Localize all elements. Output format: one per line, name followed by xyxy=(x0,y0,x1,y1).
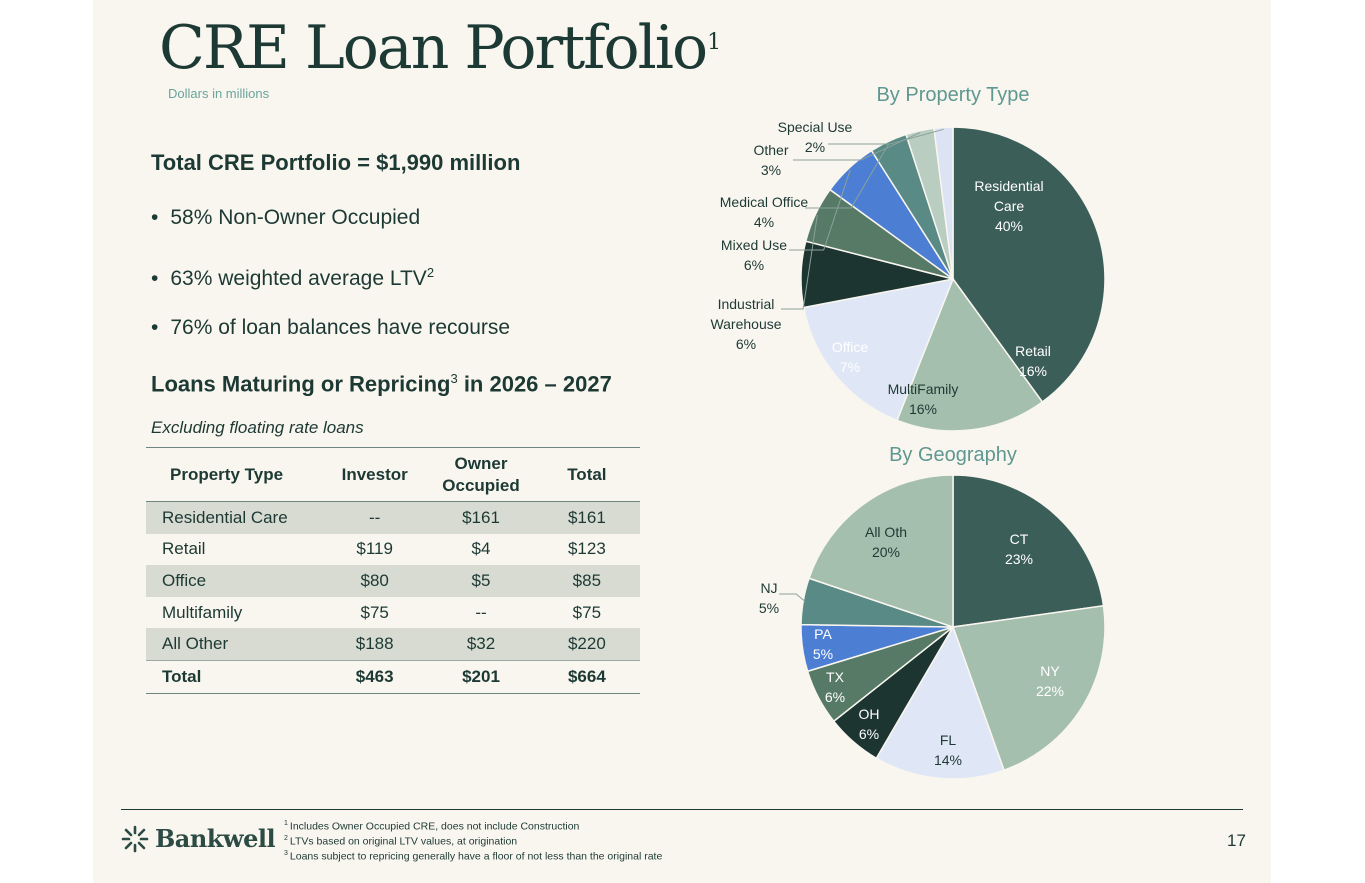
brand-name: Bankwell xyxy=(155,824,276,853)
table-cell: $188 xyxy=(321,628,429,661)
table-cell: All Other xyxy=(146,628,322,661)
slice-label-fl: FL 14% xyxy=(934,732,962,768)
column-header-property-type: Property Type xyxy=(146,447,322,502)
table-row: All Other $188 $32 $220 xyxy=(146,628,640,661)
leader-line-medical-office xyxy=(805,143,890,209)
by-property-type-chart-title: By Property Type xyxy=(876,84,1029,106)
footnotes: 1 Includes Owner Occupied CRE, does not i… xyxy=(284,818,662,863)
slice-label-tx: TX 6% xyxy=(825,669,845,705)
slice-label-retail: Retail 16% xyxy=(1015,343,1051,379)
table-cell: $664 xyxy=(533,659,640,694)
leader-line-other xyxy=(793,132,921,161)
footnote-2: 2 LTVs based on original LTV values, at o… xyxy=(284,835,518,848)
table-cell: $220 xyxy=(533,628,640,661)
table-cell: Office xyxy=(146,565,322,597)
pie-slice-retail xyxy=(896,277,1044,432)
bullet-non-owner-occupied: 58% Non-Owner Occupied xyxy=(151,204,510,259)
bullet-weighted-ltv: 63% weighted average LTV2 xyxy=(151,259,510,314)
table-cell: $85 xyxy=(533,565,640,597)
footnote-3: 3 Loans subject to repricing generally ha… xyxy=(284,850,663,863)
table-cell: $161 xyxy=(428,501,534,534)
page-number: 17 xyxy=(1227,831,1246,850)
by-geography-chart-title: By Geography xyxy=(889,444,1017,466)
column-header-investor: Investor xyxy=(321,447,429,502)
table-cell: Residential Care xyxy=(146,501,322,534)
summary-bullets: 58% Non-Owner Occupied 63% weighted aver… xyxy=(151,204,510,369)
portfolio-total-headline: Total CRE Portfolio = $1,990 million xyxy=(151,150,521,175)
leader-line-special-use xyxy=(828,128,944,145)
slice-label-nj: NJ 5% xyxy=(759,580,779,616)
table-cell: $201 xyxy=(428,659,534,694)
slide: CRE Loan Portfolio1 Dollars in millions … xyxy=(93,0,1271,883)
slice-label-industrial-warehouse: Industrial Warehouse 6% xyxy=(710,296,781,352)
table-cell: $123 xyxy=(567,539,606,559)
slice-label-oh: OH 6% xyxy=(859,706,880,742)
table-cell: Retail xyxy=(162,539,206,559)
table-cell: -- xyxy=(321,501,429,534)
slice-label-ny: NY 22% xyxy=(1036,663,1064,699)
table-cell: $5 xyxy=(428,565,534,597)
slice-label-pa: PA 5% xyxy=(813,626,833,662)
ltv-footnote-marker: 2 xyxy=(426,265,435,280)
slice-label-all-oth: All Oth 20% xyxy=(865,524,907,560)
maturing-note: Excluding floating rate loans xyxy=(151,418,364,437)
pie-slice-ny xyxy=(951,604,1106,772)
slice-label-medical-office: Medical Office 4% xyxy=(720,194,809,230)
slice-label-ct: CT 23% xyxy=(1005,531,1033,567)
slice-label-office: Office 7% xyxy=(832,339,869,375)
by-geography-pie-chart: By Geography CT 23% NY 22% FL 14% OH 6% TX 6% PA 5% N… xyxy=(759,444,1106,780)
page-title: CRE Loan Portfolio1 xyxy=(159,13,722,83)
table-row: Retail $119 $4 $123 xyxy=(146,534,640,566)
maturing-loans-table: Property Type Investor Owner Occupied To… xyxy=(146,447,640,694)
pie-slice-fl xyxy=(875,625,1005,780)
table-cell: -- xyxy=(475,602,487,622)
repricing-footnote-marker: 3 xyxy=(450,371,458,386)
column-header-owner-occupied: Owner Occupied xyxy=(428,447,534,502)
table-row: Multifamily $75 -- $75 xyxy=(146,597,640,629)
footer-divider xyxy=(121,809,1243,810)
bullet-recourse: 76% of loan balances have recourse xyxy=(151,314,510,369)
table-header-row: Property Type Investor Owner Occupied To… xyxy=(146,447,640,502)
maturing-headline: Loans Maturing or Repricing3 in 2026 – 2… xyxy=(151,371,612,397)
table-row: Residential Care -- $161 $161 xyxy=(146,501,640,534)
pie-slice-multifamily xyxy=(802,278,955,422)
leader-line-industrial-warehouse xyxy=(781,215,818,310)
table-cell: Total xyxy=(146,659,322,694)
footnote-1: 1 Includes Owner Occupied CRE, does not i… xyxy=(284,820,580,833)
bankwell-mark-icon xyxy=(121,825,149,852)
table-cell: $463 xyxy=(321,659,429,694)
slice-label-other: Other 3% xyxy=(753,142,788,178)
table-cell: Multifamily xyxy=(162,602,243,622)
leader-line-nj xyxy=(779,593,806,602)
table-total-row: Total $463 $201 $664 xyxy=(146,659,640,694)
table-cell: $119 xyxy=(356,539,393,559)
table-row: Office $80 $5 $85 xyxy=(146,565,640,597)
leader-line-mixed-use xyxy=(789,169,851,251)
table-cell: $161 xyxy=(533,501,640,534)
brand-logo: Bankwell xyxy=(121,824,276,853)
column-header-total: Total xyxy=(533,447,640,502)
page-subtitle: Dollars in millions xyxy=(168,86,270,101)
pie-slice-all-oth xyxy=(808,474,954,629)
pie-slice-special-use xyxy=(933,126,954,280)
slice-label-residential-care: Residential Care 40% xyxy=(974,178,1043,234)
table-cell: $80 xyxy=(321,565,429,597)
slice-label-mixed-use: Mixed Use 6% xyxy=(721,237,787,273)
slice-label-multifamily: MultiFamily 16% xyxy=(888,381,959,417)
table-cell: $4 xyxy=(471,539,491,559)
pie-charts: By Property Type Residential Care 40% Retail… xyxy=(710,84,1106,780)
table-cell: $75 xyxy=(360,602,389,622)
by-property-type-pie-chart: By Property Type Residential Care 40% Retail… xyxy=(710,84,1106,432)
pie-slice-residential-care xyxy=(952,126,1106,404)
table-cell: $32 xyxy=(428,628,534,661)
table-cell: $75 xyxy=(572,602,602,622)
pie-slice-ct xyxy=(952,474,1105,628)
title-footnote-marker: 1 xyxy=(707,30,722,55)
slice-label-special-use: Special Use 2% xyxy=(778,119,853,155)
